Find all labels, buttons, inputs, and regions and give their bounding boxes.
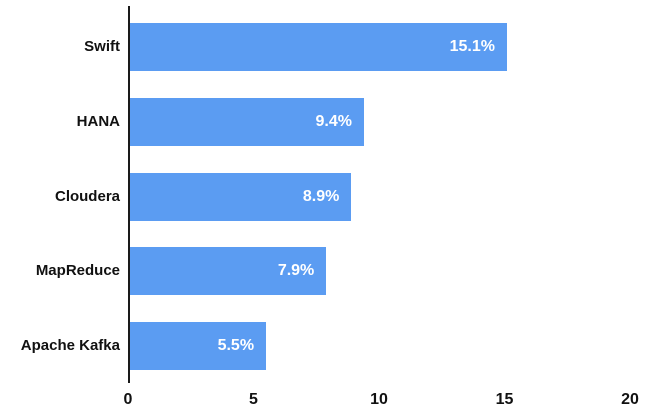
y-axis-line: [128, 6, 130, 383]
bar-cloudera: 8.9%: [130, 172, 352, 221]
bar-apache-kafka: 5.5%: [130, 321, 267, 370]
x-tick-label-5: 5: [249, 391, 258, 408]
category-label-apache-kafka: Apache Kafka: [20, 336, 120, 354]
x-tick-label-20: 20: [621, 391, 639, 408]
bar-value-label: 5.5%: [217, 336, 255, 354]
bar-value-label: 15.1%: [449, 38, 495, 56]
bar-mapreduce: 7.9%: [130, 247, 327, 296]
bar-swift: 15.1%: [130, 23, 507, 72]
bar-hana: 9.4%: [130, 97, 364, 146]
category-label-mapreduce: MapReduce: [35, 262, 120, 280]
x-tick-label-10: 10: [370, 391, 388, 408]
category-label-cloudera: Cloudera: [54, 187, 120, 205]
bar-value-label: 8.9%: [302, 187, 340, 205]
bar-value-label: 9.4%: [315, 112, 352, 130]
x-tick-label-15: 15: [495, 391, 514, 408]
category-label-swift: Swift: [84, 38, 120, 56]
bar-value-label: 7.9%: [277, 262, 315, 280]
x-tick-label-0: 0: [123, 391, 133, 408]
category-label-hana: HANA: [76, 112, 120, 130]
